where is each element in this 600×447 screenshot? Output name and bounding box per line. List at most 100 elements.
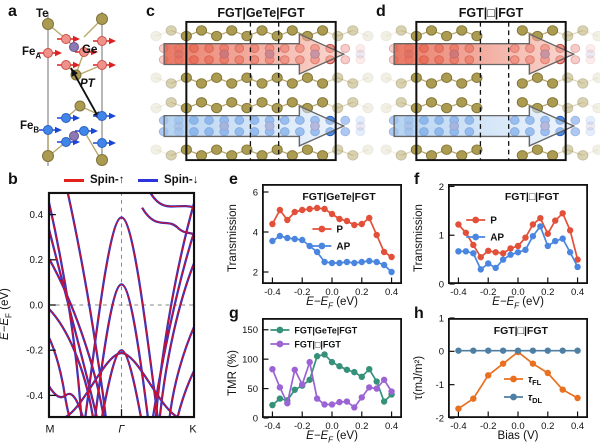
- legend-fgt-gete-fgt-marker: [276, 326, 284, 334]
- series-fgt-vac-fgt-point: [351, 404, 358, 411]
- svg-text:1: 1: [439, 231, 444, 242]
- svg-text:2: 2: [439, 182, 444, 193]
- pt-symmetry-arrow: [70, 67, 101, 121]
- series-ap-point: [455, 248, 462, 255]
- legend-p-marker: [472, 216, 480, 224]
- svg-text:4: 4: [253, 227, 258, 238]
- series-fgt-vac-fgt-point: [373, 385, 380, 392]
- series-p-point: [522, 234, 529, 241]
- svg-text:0.4: 0.4: [29, 210, 43, 221]
- series-fgt-vac-fgt-point: [343, 398, 351, 405]
- transmission-chart-vacuum: -0.4 -0.2 0.0 0.2 0.4 0 1 2 P AP FGT|□|FGT: [439, 182, 588, 298]
- series-fgt-vac-fgt-point: [269, 365, 276, 373]
- series-p-point: [566, 227, 574, 234]
- series-ap-point: [306, 242, 313, 250]
- series-ap-point: [380, 261, 388, 269]
- series-p-point: [313, 204, 321, 212]
- series-p-point: [366, 214, 373, 222]
- series-p-point: [321, 205, 328, 213]
- series-fgt-gete-fgt-point: [306, 376, 313, 383]
- fe-b-label: FeB: [20, 120, 40, 135]
- series-tau-fl-point: [499, 360, 507, 367]
- svg-text:0.2: 0.2: [29, 255, 43, 266]
- series-ap-point: [522, 246, 529, 254]
- series-ap-point: [388, 268, 395, 276]
- series-tau-dl-point: [485, 347, 492, 354]
- legend-fgt-vac-fgt-marker: [276, 340, 284, 348]
- series-fgt-vac-fgt-point: [299, 381, 306, 388]
- series-p-point: [306, 205, 313, 213]
- scattering-region-box: [415, 20, 567, 162]
- svg-text:0.2: 0.2: [355, 421, 368, 432]
- svg-text:150: 150: [242, 325, 258, 336]
- svg-text:-0.2: -0.2: [480, 421, 496, 432]
- series-fgt-gete-fgt-point: [321, 351, 328, 358]
- series-p-point: [380, 248, 388, 256]
- legend-spin-up: Spin-↑: [64, 174, 125, 186]
- series-fgt-vac-fgt-point: [291, 366, 298, 373]
- series-tau-dl-point: [574, 347, 581, 354]
- panel-label-h: h: [414, 305, 424, 322]
- series-tau-fl-point: [485, 372, 492, 379]
- series-ap-point: [336, 259, 343, 267]
- series-ap-point: [499, 256, 507, 263]
- series-ap-point: [492, 264, 499, 272]
- panel-label-a: a: [8, 3, 17, 20]
- series-fgt-gete-fgt-point: [380, 398, 388, 405]
- panel-label-d: d: [376, 3, 386, 20]
- tmr-chart: -0.4 -0.2 0.0 0.2 0.4 0 50 100 150 FGT|GeTe|FGT FG…: [242, 317, 402, 432]
- panel-label-g: g: [229, 305, 239, 322]
- series-tau-fl-point: [529, 360, 537, 367]
- svg-text:1: 1: [439, 313, 444, 324]
- series-ap-point: [537, 223, 544, 230]
- svg-text:M: M: [45, 424, 54, 436]
- spin-down-swatch: [138, 178, 158, 182]
- scattering-region-box: [185, 20, 337, 162]
- panel-f-xlabel: E−EF (eV): [492, 296, 544, 311]
- plot-frame: [447, 183, 588, 284]
- series-fgt-gete-fgt-point: [366, 365, 373, 373]
- series-ap-point: [470, 250, 477, 257]
- series-fgt-vac-fgt-point: [313, 395, 321, 402]
- series-fgt-gete-fgt-point: [291, 386, 298, 393]
- svg-text:0: 0: [253, 413, 258, 424]
- series-fgt-gete-fgt-point: [269, 401, 276, 409]
- series-fgt-vac-fgt-point: [328, 401, 336, 408]
- panel-f-ylabel: Transmission: [413, 204, 425, 272]
- legend-p-marker: [318, 225, 326, 233]
- series-fgt-vac-fgt-point: [284, 400, 291, 407]
- transmission-chart-gete: -0.4 -0.2 0.0 0.2 0.4 2 4 6 P AP FGT|GeTe|FGT: [253, 183, 402, 298]
- junction-schematic-vacuum: [380, 20, 600, 162]
- series-tau-fl-point: [544, 369, 551, 377]
- series-tau-dl-point: [514, 347, 522, 354]
- legend-ap-marker: [318, 242, 326, 250]
- series-fgt-gete-fgt-point: [313, 353, 321, 360]
- panel-h-ylabel: τ(mJ/m²): [413, 355, 425, 400]
- series-p-point: [269, 220, 276, 228]
- svg-text:-0.2: -0.2: [294, 287, 310, 298]
- series-fgt-vac-fgt-point: [366, 384, 373, 391]
- panel-b-ylabel: E−EF (eV): [0, 288, 14, 340]
- series-p-point: [462, 229, 470, 236]
- series-p-point: [455, 221, 462, 228]
- series-ap-point: [284, 234, 291, 242]
- series-p-point: [388, 253, 395, 261]
- legend-tau-fl-marker: [510, 375, 517, 383]
- svg-text:0: 0: [439, 347, 444, 358]
- series-p-point: [373, 231, 380, 239]
- svg-text:Γ: Γ: [118, 424, 125, 436]
- axis-ticks: -0.4 -0.2 0.0 0.2 0.4 -2 -1 0 1: [436, 313, 585, 432]
- series-ap-point: [321, 258, 328, 266]
- series-ap-point: [366, 257, 373, 265]
- series-ap-point: [328, 259, 336, 267]
- series-ap-point: [351, 259, 358, 267]
- series-ap-point: [343, 258, 351, 266]
- svg-text:0.0: 0.0: [325, 287, 338, 298]
- series-ap-point: [544, 242, 551, 250]
- panel-label-e: e: [229, 171, 238, 188]
- svg-text:K: K: [189, 424, 197, 436]
- series-fgt-gete-fgt-point: [276, 395, 284, 402]
- series-fgt-gete-fgt-point: [336, 363, 343, 370]
- series-p-point: [574, 256, 581, 263]
- series-ap-point: [462, 248, 470, 255]
